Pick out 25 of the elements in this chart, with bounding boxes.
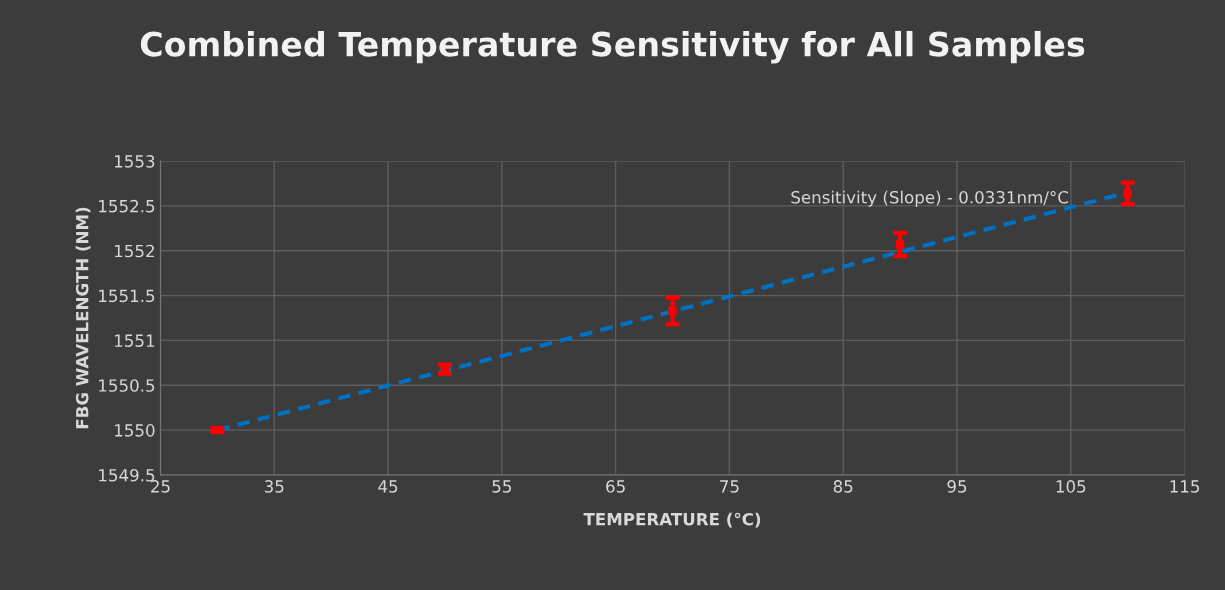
x-tick-label: 105 [1056, 480, 1086, 493]
x-tick-label: 115 [1170, 480, 1200, 493]
y-tick-label: 1549.5 [99, 468, 155, 482]
x-tick-label: 55 [492, 480, 511, 493]
y-tick-label: 1552.5 [99, 199, 155, 213]
point [1123, 189, 1132, 198]
point [668, 306, 677, 316]
x-tick-label: 65 [606, 480, 625, 493]
y-tick-label: 1550.5 [99, 379, 155, 392]
x-tick-label: 95 [947, 480, 967, 493]
x-tick-label: 75 [720, 480, 739, 493]
y-tick-label: 1551 [115, 334, 155, 347]
y-tick-label: 1552 [115, 244, 154, 258]
chart-title: Combined Temperature Sensitivity for All Samples [140, 30, 1085, 64]
x-axis-title: TEMPERATURE (°C) [583, 512, 761, 528]
x-tick-label: 45 [378, 480, 398, 493]
x-tick-label: 85 [833, 480, 853, 493]
point [895, 240, 905, 249]
y-tick-label: 1553 [115, 155, 155, 168]
annotation: Sensitivity (Slope) - 0.0331nm/°C [791, 190, 1069, 207]
y-axis-title: FBG WAVELENGTH (NM) [75, 207, 91, 429]
x-tick-label: 35 [264, 480, 284, 493]
y-tick-label: 1551.5 [99, 289, 155, 303]
x-tick-label: 25 [151, 480, 170, 493]
y-tick-label: 1550 [115, 424, 155, 437]
